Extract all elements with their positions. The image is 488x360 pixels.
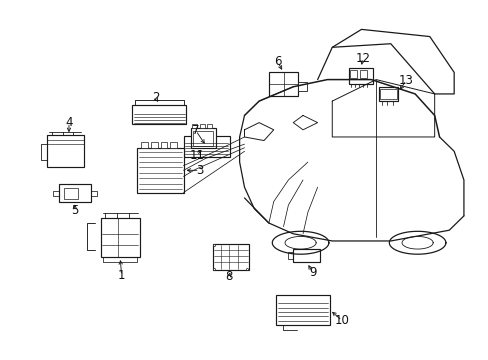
Bar (276, 295, 329, 325)
Bar (199, 125, 204, 128)
Text: 11: 11 (189, 149, 204, 162)
Bar (132, 105, 185, 125)
Bar (160, 142, 167, 148)
Text: 7: 7 (192, 124, 199, 137)
Text: 2: 2 (152, 91, 159, 104)
Text: 1: 1 (118, 269, 125, 282)
Bar (348, 68, 372, 84)
Bar (151, 142, 158, 148)
Bar (378, 87, 397, 101)
Bar (268, 72, 298, 96)
Bar (137, 148, 183, 193)
Bar (298, 82, 306, 91)
Bar (47, 135, 83, 167)
Bar (192, 125, 197, 128)
Text: 10: 10 (334, 314, 349, 327)
Bar (359, 70, 366, 78)
Bar (206, 125, 211, 128)
Bar (101, 218, 140, 257)
Bar (64, 188, 78, 199)
Text: 4: 4 (65, 116, 73, 129)
Bar (170, 142, 177, 148)
Text: 13: 13 (398, 74, 413, 87)
Text: 6: 6 (273, 55, 281, 68)
Bar (141, 142, 148, 148)
Text: 3: 3 (196, 164, 203, 177)
Bar (59, 184, 91, 202)
Bar (379, 89, 396, 99)
Bar (193, 131, 212, 145)
Text: 8: 8 (225, 270, 232, 283)
Bar (190, 128, 216, 148)
Bar (349, 70, 356, 78)
Bar (212, 244, 249, 270)
Bar (183, 136, 229, 157)
Text: 12: 12 (355, 51, 370, 64)
Text: 9: 9 (308, 266, 316, 279)
Bar (293, 249, 320, 262)
Text: 5: 5 (71, 204, 79, 217)
